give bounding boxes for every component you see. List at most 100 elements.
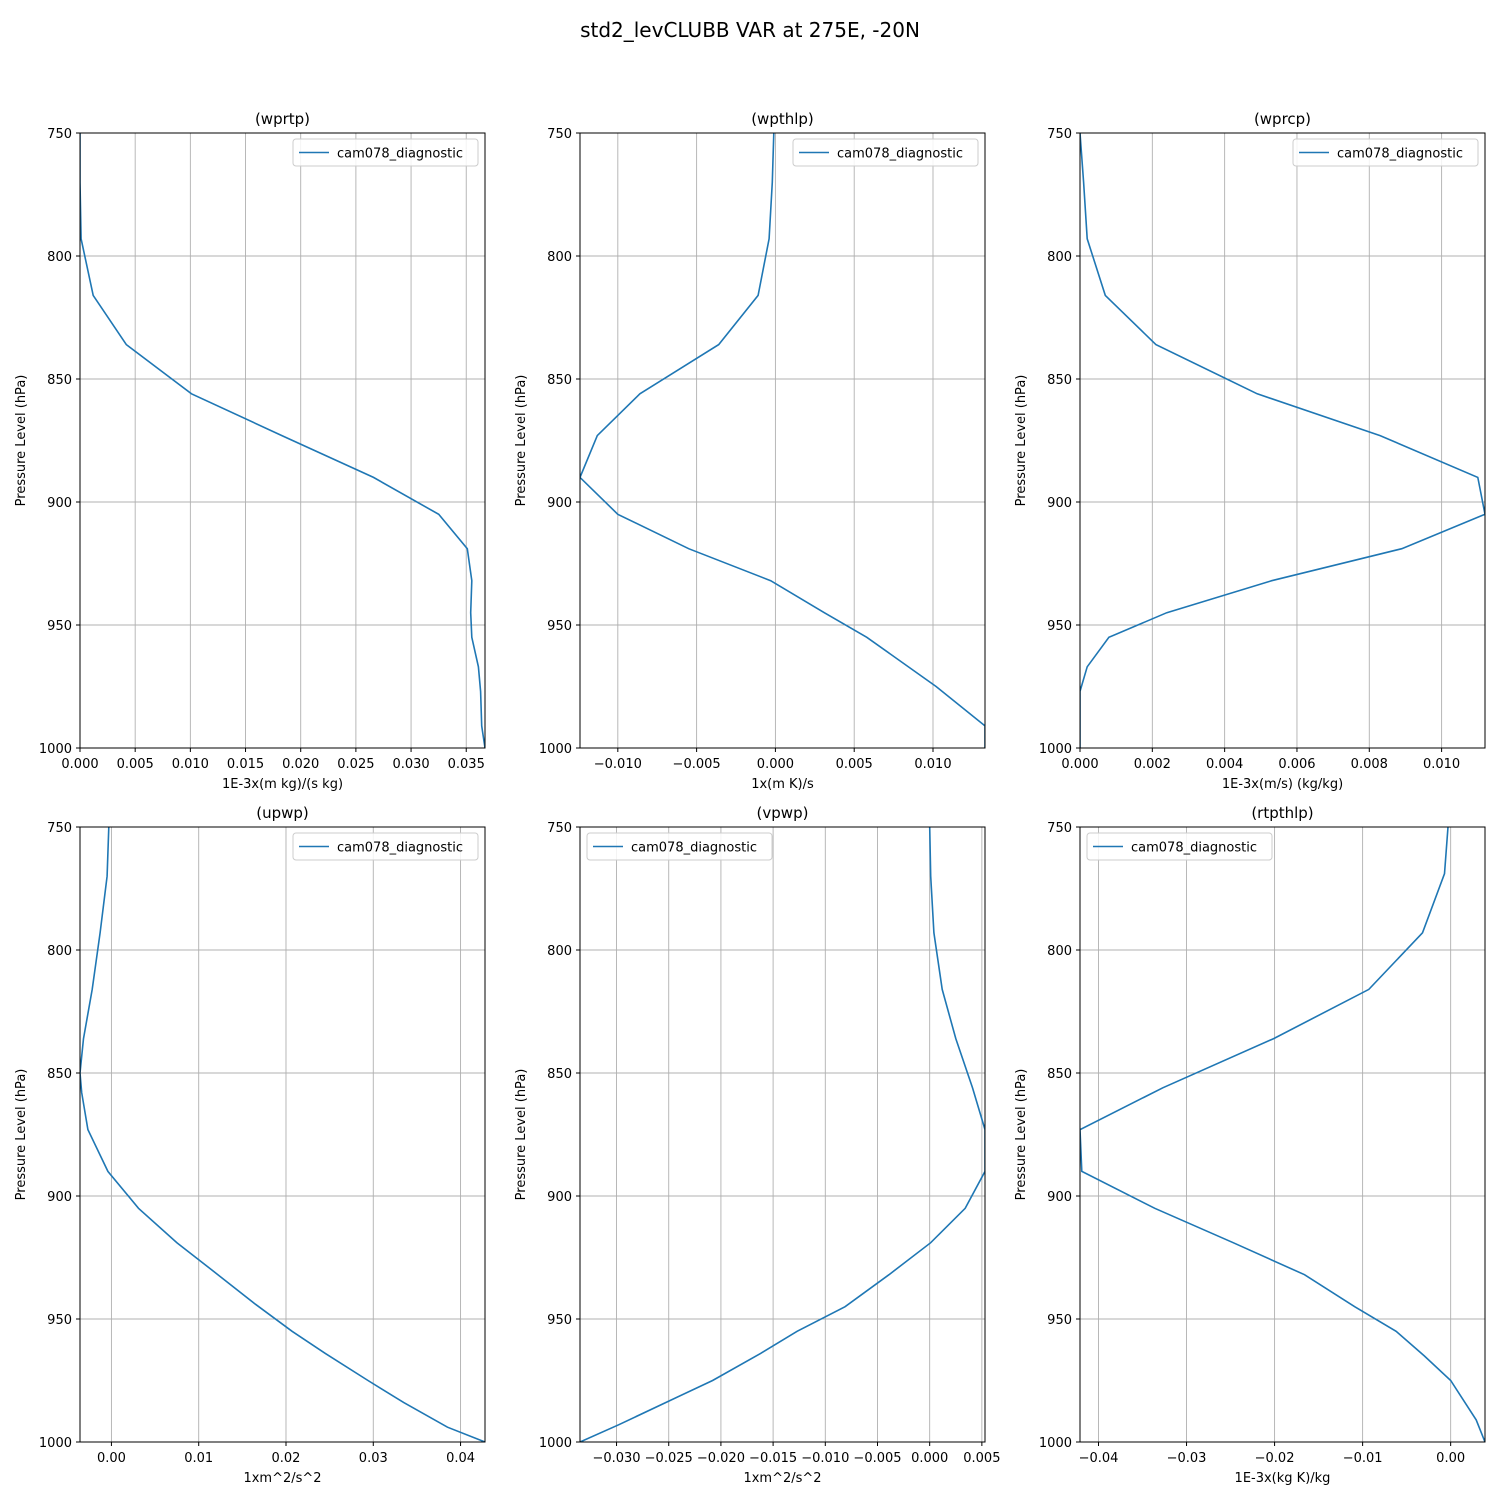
x-tick-label: 0.01	[184, 1451, 213, 1466]
x-tick-label: 0.00	[1436, 1451, 1465, 1466]
legend-box	[1292, 138, 1479, 167]
legend: cam078_diagnostic	[1086, 832, 1273, 861]
subplot-title: (wprtp)	[255, 110, 310, 128]
axes-frame	[579, 132, 986, 749]
legend: cam078_diagnostic	[792, 138, 979, 167]
y-tick-label: 750	[47, 821, 72, 836]
series-line	[1080, 133, 1485, 748]
series-line	[80, 827, 485, 1442]
y-tick-label: 1000	[39, 1436, 72, 1451]
y-axis-label: Pressure Level (hPa)	[1014, 375, 1029, 507]
y-tick-label: 800	[47, 250, 72, 265]
y-tick-label: 1000	[1039, 742, 1072, 757]
x-tick-label: 0.025	[337, 757, 374, 772]
legend-box	[292, 138, 479, 167]
x-axis-label: 1E-3x(m kg)/(s kg)	[222, 777, 343, 792]
x-tick-label: −0.030	[592, 1451, 640, 1466]
legend: cam078_diagnostic	[292, 138, 479, 167]
x-tick-label: −0.020	[697, 1451, 745, 1466]
y-tick-label: 750	[547, 127, 572, 142]
y-axis-label: Pressure Level (hPa)	[514, 375, 529, 507]
x-tick-label: −0.04	[1079, 1451, 1119, 1466]
y-tick-label: 950	[547, 1313, 572, 1328]
x-axis-label: 1xm^2/s^2	[743, 1471, 821, 1486]
x-tick-label: 0.035	[448, 757, 485, 772]
legend: cam078_diagnostic	[1292, 138, 1479, 167]
subplot-title: (wprcp)	[1254, 110, 1311, 128]
y-tick-label: 800	[547, 250, 572, 265]
x-tick-label: 0.04	[446, 1451, 475, 1466]
x-tick-label: 0.002	[1134, 757, 1171, 772]
y-tick-label: 900	[547, 496, 572, 511]
legend-label: cam078_diagnostic	[1131, 841, 1257, 856]
legend-label: cam078_diagnostic	[631, 841, 757, 856]
y-tick-label: 950	[547, 619, 572, 634]
x-tick-label: −0.02	[1255, 1451, 1295, 1466]
axes-frame	[79, 826, 486, 1443]
x-tick-label: 0.010	[1423, 757, 1460, 772]
x-axis-label: 1E-3x(m/s) (kg/kg)	[1222, 777, 1343, 792]
figure-title: std2_levCLUBB VAR at 275E, -20N	[580, 18, 920, 42]
legend-box	[292, 832, 479, 861]
axes-frame	[79, 132, 486, 749]
y-tick-label: 850	[1047, 373, 1072, 388]
y-tick-label: 900	[547, 1190, 572, 1205]
x-tick-label: 0.015	[227, 757, 264, 772]
x-tick-label: −0.010	[594, 757, 642, 772]
y-tick-label: 950	[47, 1313, 72, 1328]
legend-label: cam078_diagnostic	[337, 841, 463, 856]
subplot-4: −0.030 −0.025 −0.020 −0.015 −0.010 −0.005 0.00…	[514, 804, 1000, 1486]
y-tick-label: 850	[1047, 1067, 1072, 1082]
y-axis-label: Pressure Level (hPa)	[14, 1069, 29, 1201]
x-axis-label: 1xm^2/s^2	[243, 1471, 321, 1486]
axes-frame	[1079, 132, 1486, 749]
x-tick-label: −0.015	[749, 1451, 797, 1466]
y-tick-label: 750	[547, 821, 572, 836]
x-tick-label: −0.010	[801, 1451, 849, 1466]
x-tick-label: 0.008	[1351, 757, 1388, 772]
y-tick-label: 850	[547, 373, 572, 388]
x-tick-label: −0.005	[853, 1451, 901, 1466]
subplot-title: (vpwp)	[757, 804, 809, 822]
x-tick-label: 0.005	[836, 757, 873, 772]
x-tick-label: −0.03	[1167, 1451, 1207, 1466]
x-tick-label: 0.005	[963, 1451, 1000, 1466]
legend-label: cam078_diagnostic	[1337, 147, 1463, 162]
axes-frame	[579, 826, 986, 1443]
x-tick-label: 0.00	[97, 1451, 126, 1466]
legend-box	[792, 138, 979, 167]
subplot-0: 0.000 0.005 0.010 0.015 0.020 0.025 0.030 0.035…	[14, 110, 486, 792]
subplot-grid: 0.000 0.005 0.010 0.015 0.020 0.025 0.030 0.035…	[14, 110, 1486, 1486]
y-tick-label: 1000	[1039, 1436, 1072, 1451]
x-tick-label: 0.020	[282, 757, 319, 772]
y-tick-label: 1000	[539, 742, 572, 757]
x-tick-label: 0.02	[272, 1451, 301, 1466]
y-tick-label: 800	[1047, 944, 1072, 959]
x-tick-label: 0.03	[359, 1451, 388, 1466]
y-tick-label: 800	[547, 944, 572, 959]
legend-label: cam078_diagnostic	[837, 147, 963, 162]
x-tick-label: 0.030	[392, 757, 429, 772]
y-tick-label: 950	[1047, 1313, 1072, 1328]
axes-frame	[1079, 826, 1486, 1443]
legend-label: cam078_diagnostic	[337, 147, 463, 162]
subplot-title: (rtpthlp)	[1251, 804, 1313, 822]
x-tick-label: −0.01	[1343, 1451, 1383, 1466]
y-tick-label: 1000	[539, 1436, 572, 1451]
y-tick-label: 850	[47, 1067, 72, 1082]
series-line	[580, 827, 985, 1442]
series-line	[580, 133, 985, 748]
subplot-2: 0.000 0.002 0.004 0.006 0.008 0.010 750 800 850 9…	[1014, 110, 1486, 792]
y-tick-label: 750	[47, 127, 72, 142]
x-axis-label: 1x(m K)/s	[751, 777, 814, 792]
x-tick-label: 0.006	[1278, 757, 1315, 772]
x-tick-label: 0.005	[117, 757, 154, 772]
x-tick-label: 0.000	[757, 757, 794, 772]
x-tick-label: −0.005	[673, 757, 721, 772]
legend: cam078_diagnostic	[586, 832, 773, 861]
y-tick-label: 900	[47, 1190, 72, 1205]
x-tick-label: −0.025	[645, 1451, 693, 1466]
y-tick-label: 950	[1047, 619, 1072, 634]
y-axis-label: Pressure Level (hPa)	[1014, 1069, 1029, 1201]
